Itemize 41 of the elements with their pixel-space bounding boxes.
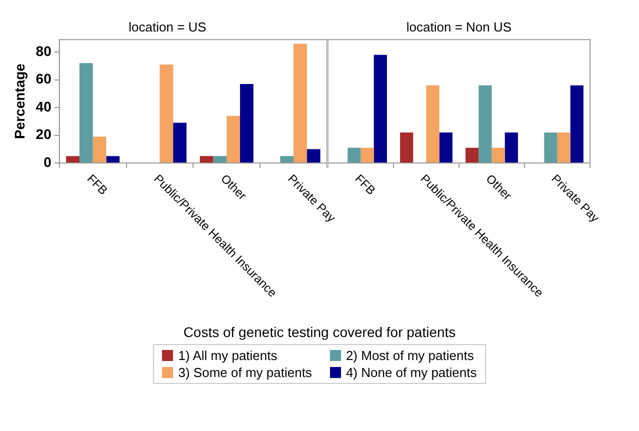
bar — [66, 156, 80, 162]
bar — [557, 132, 570, 162]
bar — [173, 122, 186, 162]
bar — [478, 85, 492, 162]
bar — [240, 84, 254, 162]
bar — [160, 64, 174, 162]
y-axis-title: Percentage — [11, 63, 28, 140]
x-tick-label: FFB — [352, 172, 378, 198]
bar — [92, 136, 106, 162]
bar — [306, 149, 320, 162]
bar — [544, 132, 558, 162]
bar — [374, 54, 387, 162]
bar — [439, 132, 452, 162]
bar — [79, 63, 93, 162]
legend-label: 2) Most of my patients — [346, 348, 474, 363]
bar — [348, 148, 361, 162]
y-tick-label: 60 — [36, 70, 52, 87]
bar — [400, 132, 414, 162]
bar — [226, 116, 240, 162]
bar — [200, 156, 214, 162]
legend-title: Costs of genetic testing covered for patients — [183, 324, 456, 340]
y-tick-label: 20 — [36, 126, 52, 142]
legend-label: 3) Some of my patients — [178, 365, 312, 380]
y-tick-label: 80 — [36, 42, 52, 59]
y-tick-label: 40 — [36, 98, 52, 114]
bar — [504, 132, 518, 162]
bar — [280, 156, 294, 162]
x-tick-label: FFB — [84, 172, 110, 198]
chart-title: location = US — [128, 19, 207, 34]
y-tick-label: 0 — [44, 154, 52, 170]
chart-title: location = Non US — [406, 19, 512, 34]
legend-label: 4) None of my patients — [346, 365, 477, 380]
bar — [570, 85, 584, 162]
bar — [360, 148, 374, 162]
bar — [466, 148, 479, 162]
bar — [106, 156, 120, 162]
legend-label: 1) All my patients — [178, 348, 278, 363]
bar — [213, 156, 227, 162]
bar — [294, 44, 307, 162]
bar — [426, 85, 440, 162]
bar — [492, 148, 505, 162]
